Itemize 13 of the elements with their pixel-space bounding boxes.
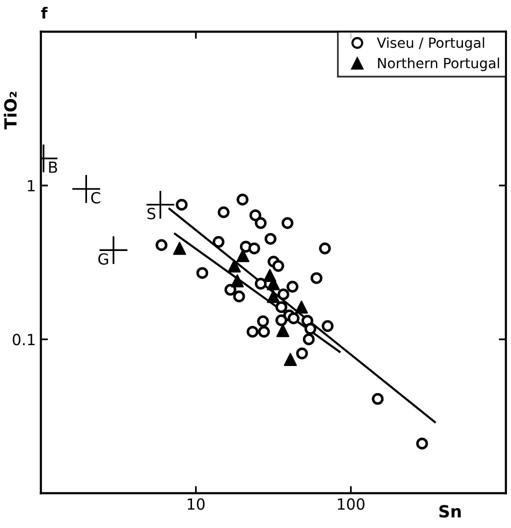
y-tick-label: 0.1 (12, 334, 35, 346)
legend-label: Viseu / Portugal (376, 37, 484, 51)
x-tick-label: 100 (338, 498, 364, 510)
y-axis-title: TiO₂ (4, 92, 17, 130)
annotation: S (148, 208, 156, 220)
x-tick-label: 10 (188, 498, 205, 510)
x-axis-title: Sn (439, 504, 461, 518)
chart-title: f (41, 6, 48, 18)
annotation: C (91, 192, 100, 204)
legend-label: Northern Portugal (378, 58, 500, 72)
y-tick-label: 1 (28, 180, 35, 192)
annotation: G (98, 253, 108, 265)
annotation: B (49, 162, 58, 173)
